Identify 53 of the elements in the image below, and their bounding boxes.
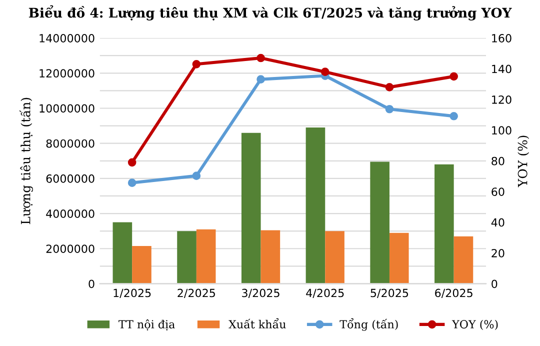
y2-tick-label: 0	[492, 280, 498, 288]
y2-tick-label: 160	[492, 34, 512, 42]
point	[192, 172, 201, 180]
y2-tick-label: 40	[491, 218, 504, 227]
bar	[454, 236, 474, 284]
point	[192, 60, 201, 68]
x-tick-label: 2/2025	[178, 288, 215, 298]
point	[256, 75, 265, 84]
bar	[241, 132, 261, 284]
y2-tick-label: 60	[492, 188, 504, 196]
bar	[434, 164, 454, 284]
legend-label: Tổng (tấn)	[340, 318, 398, 331]
point	[256, 54, 265, 62]
y-tick-label: 6000000	[46, 174, 94, 183]
bar	[389, 232, 409, 284]
bar	[325, 231, 344, 284]
bar	[260, 230, 280, 284]
y-tick-label: 0	[88, 280, 94, 288]
legend-label: YOY (%)	[452, 320, 498, 330]
point	[385, 104, 394, 114]
legend-label: Xuất khẩu	[228, 318, 286, 328]
point	[450, 112, 458, 120]
y-tick-label: 4000000	[46, 210, 94, 218]
y-axis-title: Lượng tiêu thụ (tấn)	[20, 98, 33, 224]
bar	[196, 229, 216, 284]
x-tick-label: 3/2025	[242, 288, 280, 298]
bar	[112, 222, 132, 284]
y-tick-label: 10000000	[40, 104, 94, 113]
y-tick-label: 14000000	[40, 34, 94, 42]
x-tick-label: 6/2025	[435, 288, 472, 298]
bar	[370, 162, 390, 284]
bar	[306, 128, 326, 284]
point	[385, 83, 394, 92]
bar	[132, 246, 152, 284]
y-tick-label: 8000000	[46, 139, 94, 148]
y2-axis-title: YOY (%)	[518, 136, 530, 188]
x-tick-label: 1/2025	[114, 288, 151, 298]
y-tick-label: 12000000	[40, 69, 94, 78]
point	[128, 178, 136, 187]
y-tick-label: 2000000	[46, 244, 94, 254]
y2-tick-label: 80	[492, 156, 504, 166]
legend-label: TT nội địa	[118, 319, 175, 330]
point	[320, 68, 330, 76]
x-tick-label: 5/2025	[370, 288, 408, 298]
point	[128, 158, 136, 167]
y2-tick-label: 120	[492, 95, 512, 104]
y2-tick-label: 100	[492, 126, 512, 135]
bar	[177, 231, 196, 284]
point	[450, 72, 458, 81]
y2-tick-label: 140	[492, 64, 512, 74]
x-tick-label: 4/2025	[306, 288, 344, 298]
y2-tick-label: 20	[492, 248, 504, 258]
chart-title: Biểu đồ 4: Lượng tiêu thụ XM và Clk 6T/2025 và tăng trưởng YOY	[28, 5, 512, 20]
